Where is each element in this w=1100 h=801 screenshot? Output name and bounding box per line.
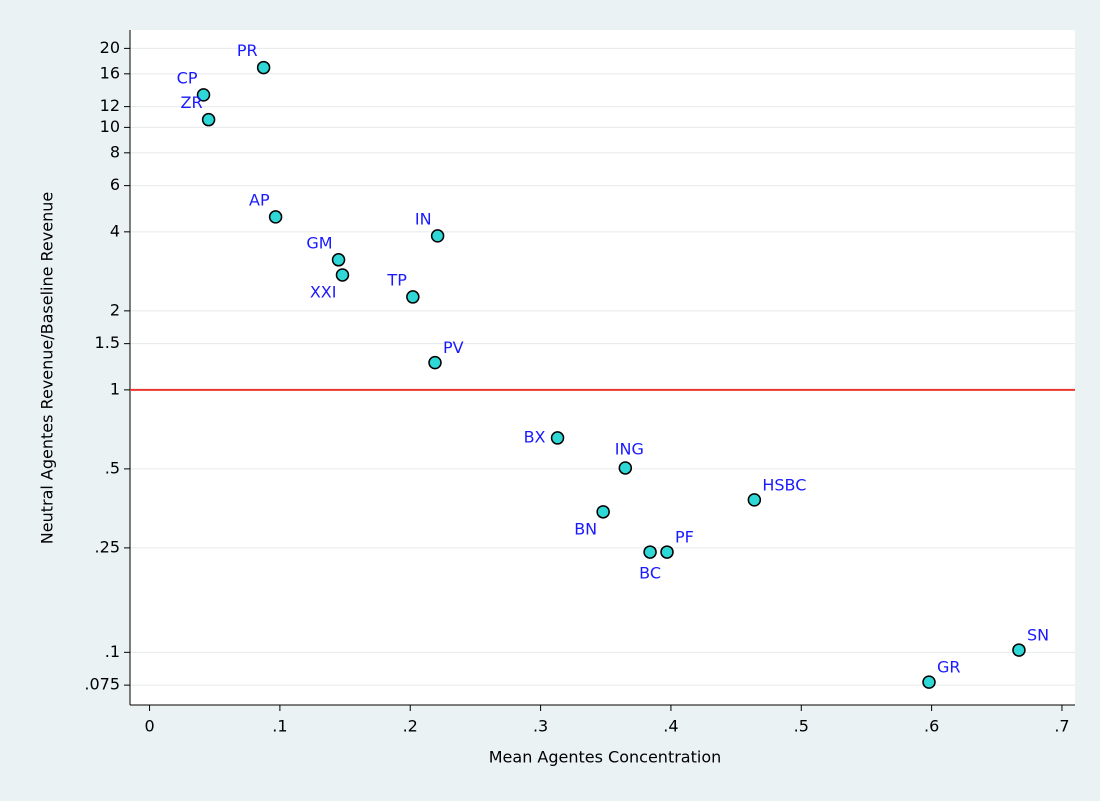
point-label: PR bbox=[237, 41, 258, 60]
point bbox=[428, 355, 442, 370]
y-tick-label: .25 bbox=[95, 537, 120, 556]
point bbox=[331, 253, 346, 267]
point-label: BC bbox=[639, 564, 661, 583]
point bbox=[922, 675, 936, 689]
y-tick-label: .1 bbox=[105, 642, 120, 661]
point-label: AP bbox=[249, 190, 270, 209]
y-tick-label: 8 bbox=[110, 142, 120, 161]
point bbox=[596, 505, 610, 519]
x-tick-label: .3 bbox=[533, 717, 548, 736]
point-label: XXI bbox=[310, 282, 337, 301]
point-label: HSBC bbox=[762, 475, 806, 494]
point bbox=[335, 268, 350, 282]
point-label: CP bbox=[177, 68, 198, 87]
point bbox=[550, 431, 565, 445]
point-label: GM bbox=[306, 233, 332, 252]
point-label: ING bbox=[615, 439, 644, 458]
point-label: BX bbox=[524, 427, 546, 446]
x-tick-label: 0 bbox=[144, 717, 154, 736]
point bbox=[406, 290, 420, 304]
point-label: SN bbox=[1027, 626, 1049, 645]
point bbox=[643, 545, 657, 559]
y-tick-label: .075 bbox=[84, 675, 120, 694]
point bbox=[1012, 643, 1026, 657]
point-label: TP bbox=[386, 270, 407, 289]
x-tick-label: .7 bbox=[1054, 717, 1069, 736]
point bbox=[430, 229, 445, 243]
y-tick-label: 2 bbox=[110, 300, 120, 319]
x-tick-label: .5 bbox=[794, 717, 809, 736]
point-label: PV bbox=[443, 338, 464, 357]
point-label: GR bbox=[937, 658, 961, 677]
x-tick-label: .2 bbox=[403, 717, 418, 736]
plot-area bbox=[130, 30, 1075, 705]
y-tick-label: 10 bbox=[100, 117, 120, 136]
y-tick-label: 12 bbox=[100, 96, 120, 115]
y-tick-label: 16 bbox=[100, 63, 120, 82]
y-tick-label: 4 bbox=[110, 221, 120, 240]
point-label: IN bbox=[415, 209, 432, 228]
point bbox=[660, 545, 674, 559]
y-tick-label: 20 bbox=[100, 38, 120, 57]
point bbox=[268, 210, 283, 224]
point bbox=[196, 88, 211, 102]
x-tick-label: .1 bbox=[272, 717, 287, 736]
point bbox=[256, 60, 271, 75]
point bbox=[747, 493, 762, 507]
point bbox=[618, 461, 633, 475]
y-tick-label: 1 bbox=[110, 379, 120, 398]
point-label: ZR bbox=[181, 93, 203, 112]
y-tick-label: 1.5 bbox=[95, 333, 120, 352]
point bbox=[201, 112, 216, 127]
point-label: BN bbox=[574, 519, 597, 538]
x-tick-label: .4 bbox=[663, 717, 678, 736]
y-tick-label: 6 bbox=[110, 175, 120, 194]
y-tick-label: .5 bbox=[105, 458, 120, 477]
y-axis-title: Neutral Agentes Revenue/Baseline Revenue bbox=[38, 192, 57, 544]
x-tick-label: .6 bbox=[924, 717, 939, 736]
point-label: PF bbox=[675, 528, 694, 547]
x-axis-title: Mean Agentes Concentration bbox=[489, 748, 722, 767]
